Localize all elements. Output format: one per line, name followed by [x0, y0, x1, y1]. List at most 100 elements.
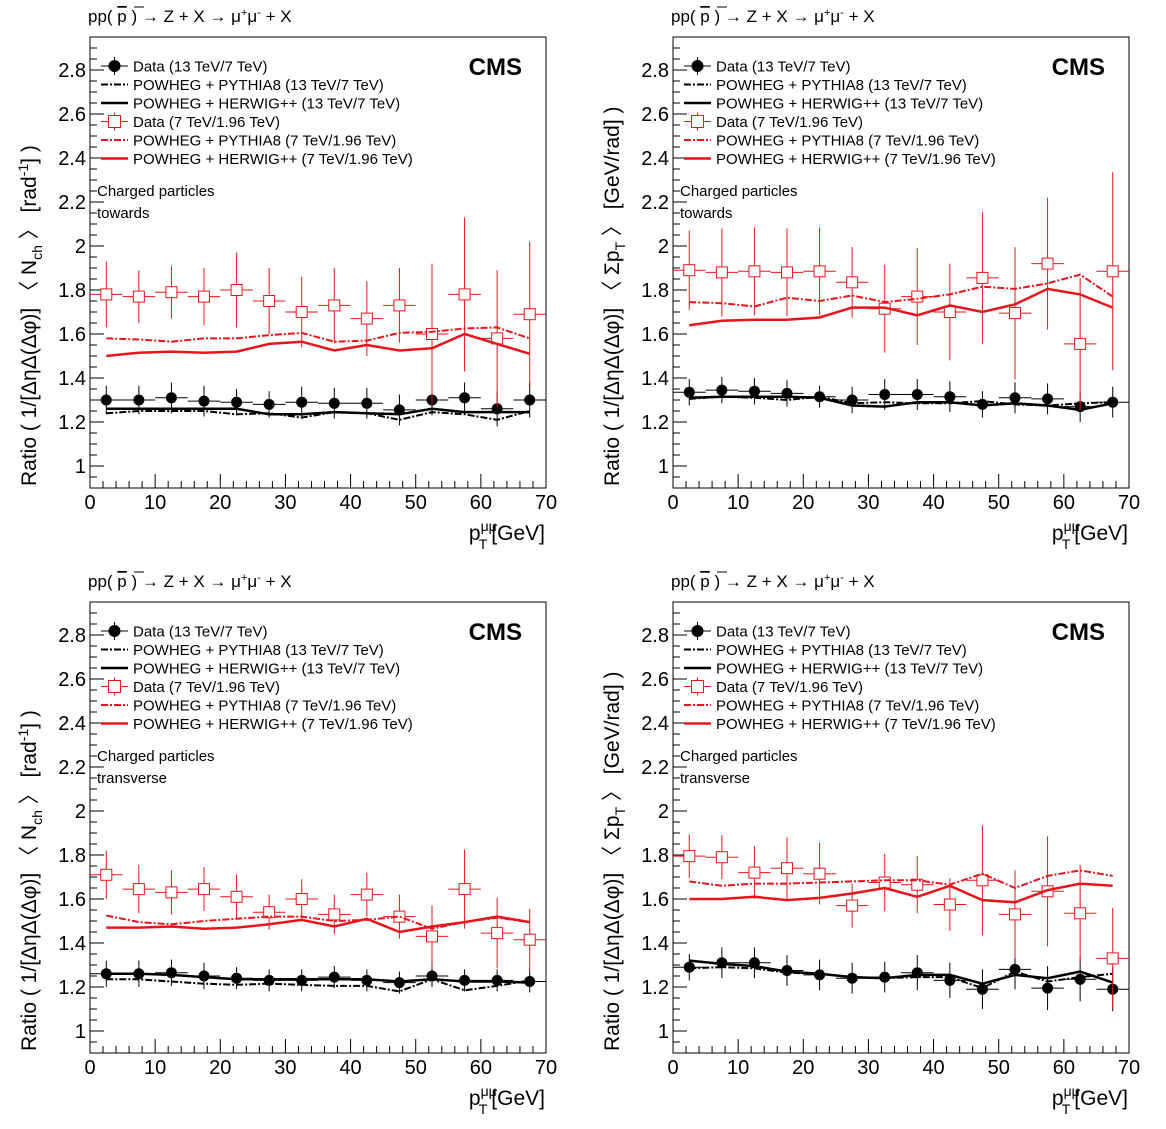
legend-entry: POWHEG + PYTHIA8 (13 TeV/7 TeV) — [101, 642, 384, 659]
series-line-pythia — [689, 869, 1113, 890]
marker — [360, 888, 373, 901]
data-point-7-196 — [901, 856, 934, 914]
data-point-13-7 — [868, 379, 901, 410]
marker — [458, 288, 471, 301]
legend-label: POWHEG + HERWIG++ (7 TeV/1.96 TeV) — [133, 151, 413, 168]
y-tick-label: 2.2 — [58, 757, 86, 779]
chart-transverse-nch: 0 10 20 30 40 50 60 70 1 1.2 1.4 1.6 1.8 2 2.2 2.4 2.6 2.… — [15, 571, 557, 1117]
legend-entry: POWHEG + PYTHIA8 (7 TeV/1.96 TeV) — [684, 698, 979, 715]
region-label: towards — [680, 205, 733, 222]
marker — [458, 883, 471, 896]
legend-entry: POWHEG + HERWIG++ (13 TeV/7 TeV) — [101, 661, 400, 678]
data-point-7-196 — [480, 270, 514, 407]
marker — [360, 312, 373, 325]
data-point-13-7 — [318, 966, 351, 989]
marker — [715, 851, 728, 864]
marker — [393, 299, 406, 312]
marker — [1106, 265, 1119, 278]
y-tick-label: 1 — [75, 1021, 86, 1043]
chart-towards-nch: 0 10 20 30 40 50 60 70 1 1.2 1.4 1.6 1.8 2 2.2 2.4 2.6 2.… — [15, 6, 557, 552]
x-tick-label: 0 — [84, 1057, 95, 1079]
x-tick-label: 20 — [792, 492, 814, 514]
x-tick-label: 50 — [988, 492, 1010, 514]
legend-entry: POWHEG + HERWIG++ (7 TeV/1.96 TeV) — [101, 716, 413, 733]
legend-entry: Data (13 TeV/7 TeV) — [684, 57, 851, 76]
legend-entry: Data (7 TeV/1.96 TeV) — [101, 677, 280, 696]
plot-frame — [89, 601, 547, 1054]
region-label: transverse — [97, 770, 167, 787]
legend-label: Data (7 TeV/1.96 TeV) — [133, 114, 280, 131]
cms-label: CMS — [1052, 54, 1105, 81]
marker — [328, 397, 340, 409]
plot-frame — [672, 601, 1130, 1054]
y-tick-label: 1.4 — [58, 933, 86, 955]
marker — [295, 893, 308, 905]
region-label: transverse — [680, 770, 750, 787]
marker — [198, 290, 210, 303]
data-point-7-196 — [868, 853, 901, 912]
legend-marker — [691, 625, 704, 637]
data-point-7-196 — [285, 276, 318, 348]
marker — [943, 898, 956, 911]
series-line-herwig — [689, 959, 1114, 985]
data-point-7-196 — [673, 834, 706, 879]
legend-entry: POWHEG + HERWIG++ (7 TeV/1.96 TeV) — [101, 151, 413, 168]
series-line-herwig — [689, 882, 1113, 904]
y-tick-label: 2.8 — [641, 60, 669, 82]
series-line-herwig — [106, 407, 530, 416]
data-point-7-196 — [835, 883, 869, 928]
y-tick-label: 2.6 — [641, 104, 669, 126]
marker — [165, 967, 177, 979]
y-axis-title: Ratio ( 1/[ΔηΔ(Δφ)] 〈 ΣpT 〉 [GeV/rad] ) — [601, 106, 628, 486]
data-point-7-196 — [155, 265, 188, 319]
data-point-7-196 — [705, 228, 739, 317]
legend-label: POWHEG + HERWIG++ (13 TeV/7 TeV) — [133, 661, 400, 678]
legend-label: POWHEG + PYTHIA8 (7 TeV/1.96 TeV) — [716, 698, 979, 715]
marker — [328, 299, 341, 312]
x-tick-label: 20 — [792, 1057, 814, 1079]
marker — [1074, 973, 1086, 985]
y-tick-label: 1.8 — [58, 845, 86, 867]
legend-entry: Data (7 TeV/1.96 TeV) — [684, 677, 863, 696]
data-point-7-196 — [513, 908, 546, 971]
legend-marker — [691, 115, 704, 128]
legend-label: Data (7 TeV/1.96 TeV) — [133, 679, 280, 696]
marker — [100, 868, 113, 881]
series-line-pythia — [106, 410, 530, 421]
x-tick-label: 30 — [274, 1057, 296, 1079]
legend-entry: Data (13 TeV/7 TeV) — [101, 57, 268, 76]
marker — [426, 930, 438, 943]
x-tick-label: 10 — [144, 1057, 166, 1079]
marker — [100, 288, 113, 301]
data-point-7-196 — [415, 905, 449, 968]
marker — [198, 883, 210, 896]
data-point-7-196 — [252, 268, 286, 334]
y-tick-label: 2.2 — [641, 192, 669, 214]
marker — [683, 850, 696, 863]
marker — [165, 286, 178, 299]
y-axis-title: Ratio ( 1/[ΔηΔ(Δφ)] 〈 ΣpT 〉 [GeV/rad] ) — [601, 671, 628, 1051]
data-point-13-7 — [318, 387, 351, 419]
data-point-7-196 — [187, 268, 221, 326]
cms-label: CMS — [1052, 619, 1105, 646]
y-tick-label: 1.6 — [58, 324, 86, 346]
data-point-7-196 — [770, 837, 804, 899]
legend-entry: POWHEG + HERWIG++ (13 TeV/7 TeV) — [684, 661, 983, 678]
y-tick-label: 2.4 — [58, 713, 86, 735]
y-tick-label: 2.6 — [58, 104, 86, 126]
y-tick-label: 1.4 — [641, 933, 669, 955]
data-point-13-7 — [770, 380, 804, 407]
marker — [132, 290, 145, 303]
x-axis-title: pμμ T [GeV] — [469, 518, 545, 552]
data-point-7-196 — [933, 263, 967, 361]
marker — [976, 271, 989, 284]
marker — [295, 306, 308, 318]
chart-transverse-sumpt: 0 10 20 30 40 50 60 70 1 1.2 1.4 1.6 1.8 2 2.2 2.4 2.6 2.… — [601, 571, 1140, 1117]
legend-label: Data (13 TeV/7 TeV) — [716, 59, 851, 76]
marker — [230, 890, 243, 903]
data-point-7-196 — [998, 247, 1032, 380]
region-label: Charged particles — [97, 748, 215, 765]
y-tick-label: 2.8 — [58, 625, 86, 647]
plot-frame — [89, 36, 547, 489]
legend-label: Data (13 TeV/7 TeV) — [133, 59, 268, 76]
